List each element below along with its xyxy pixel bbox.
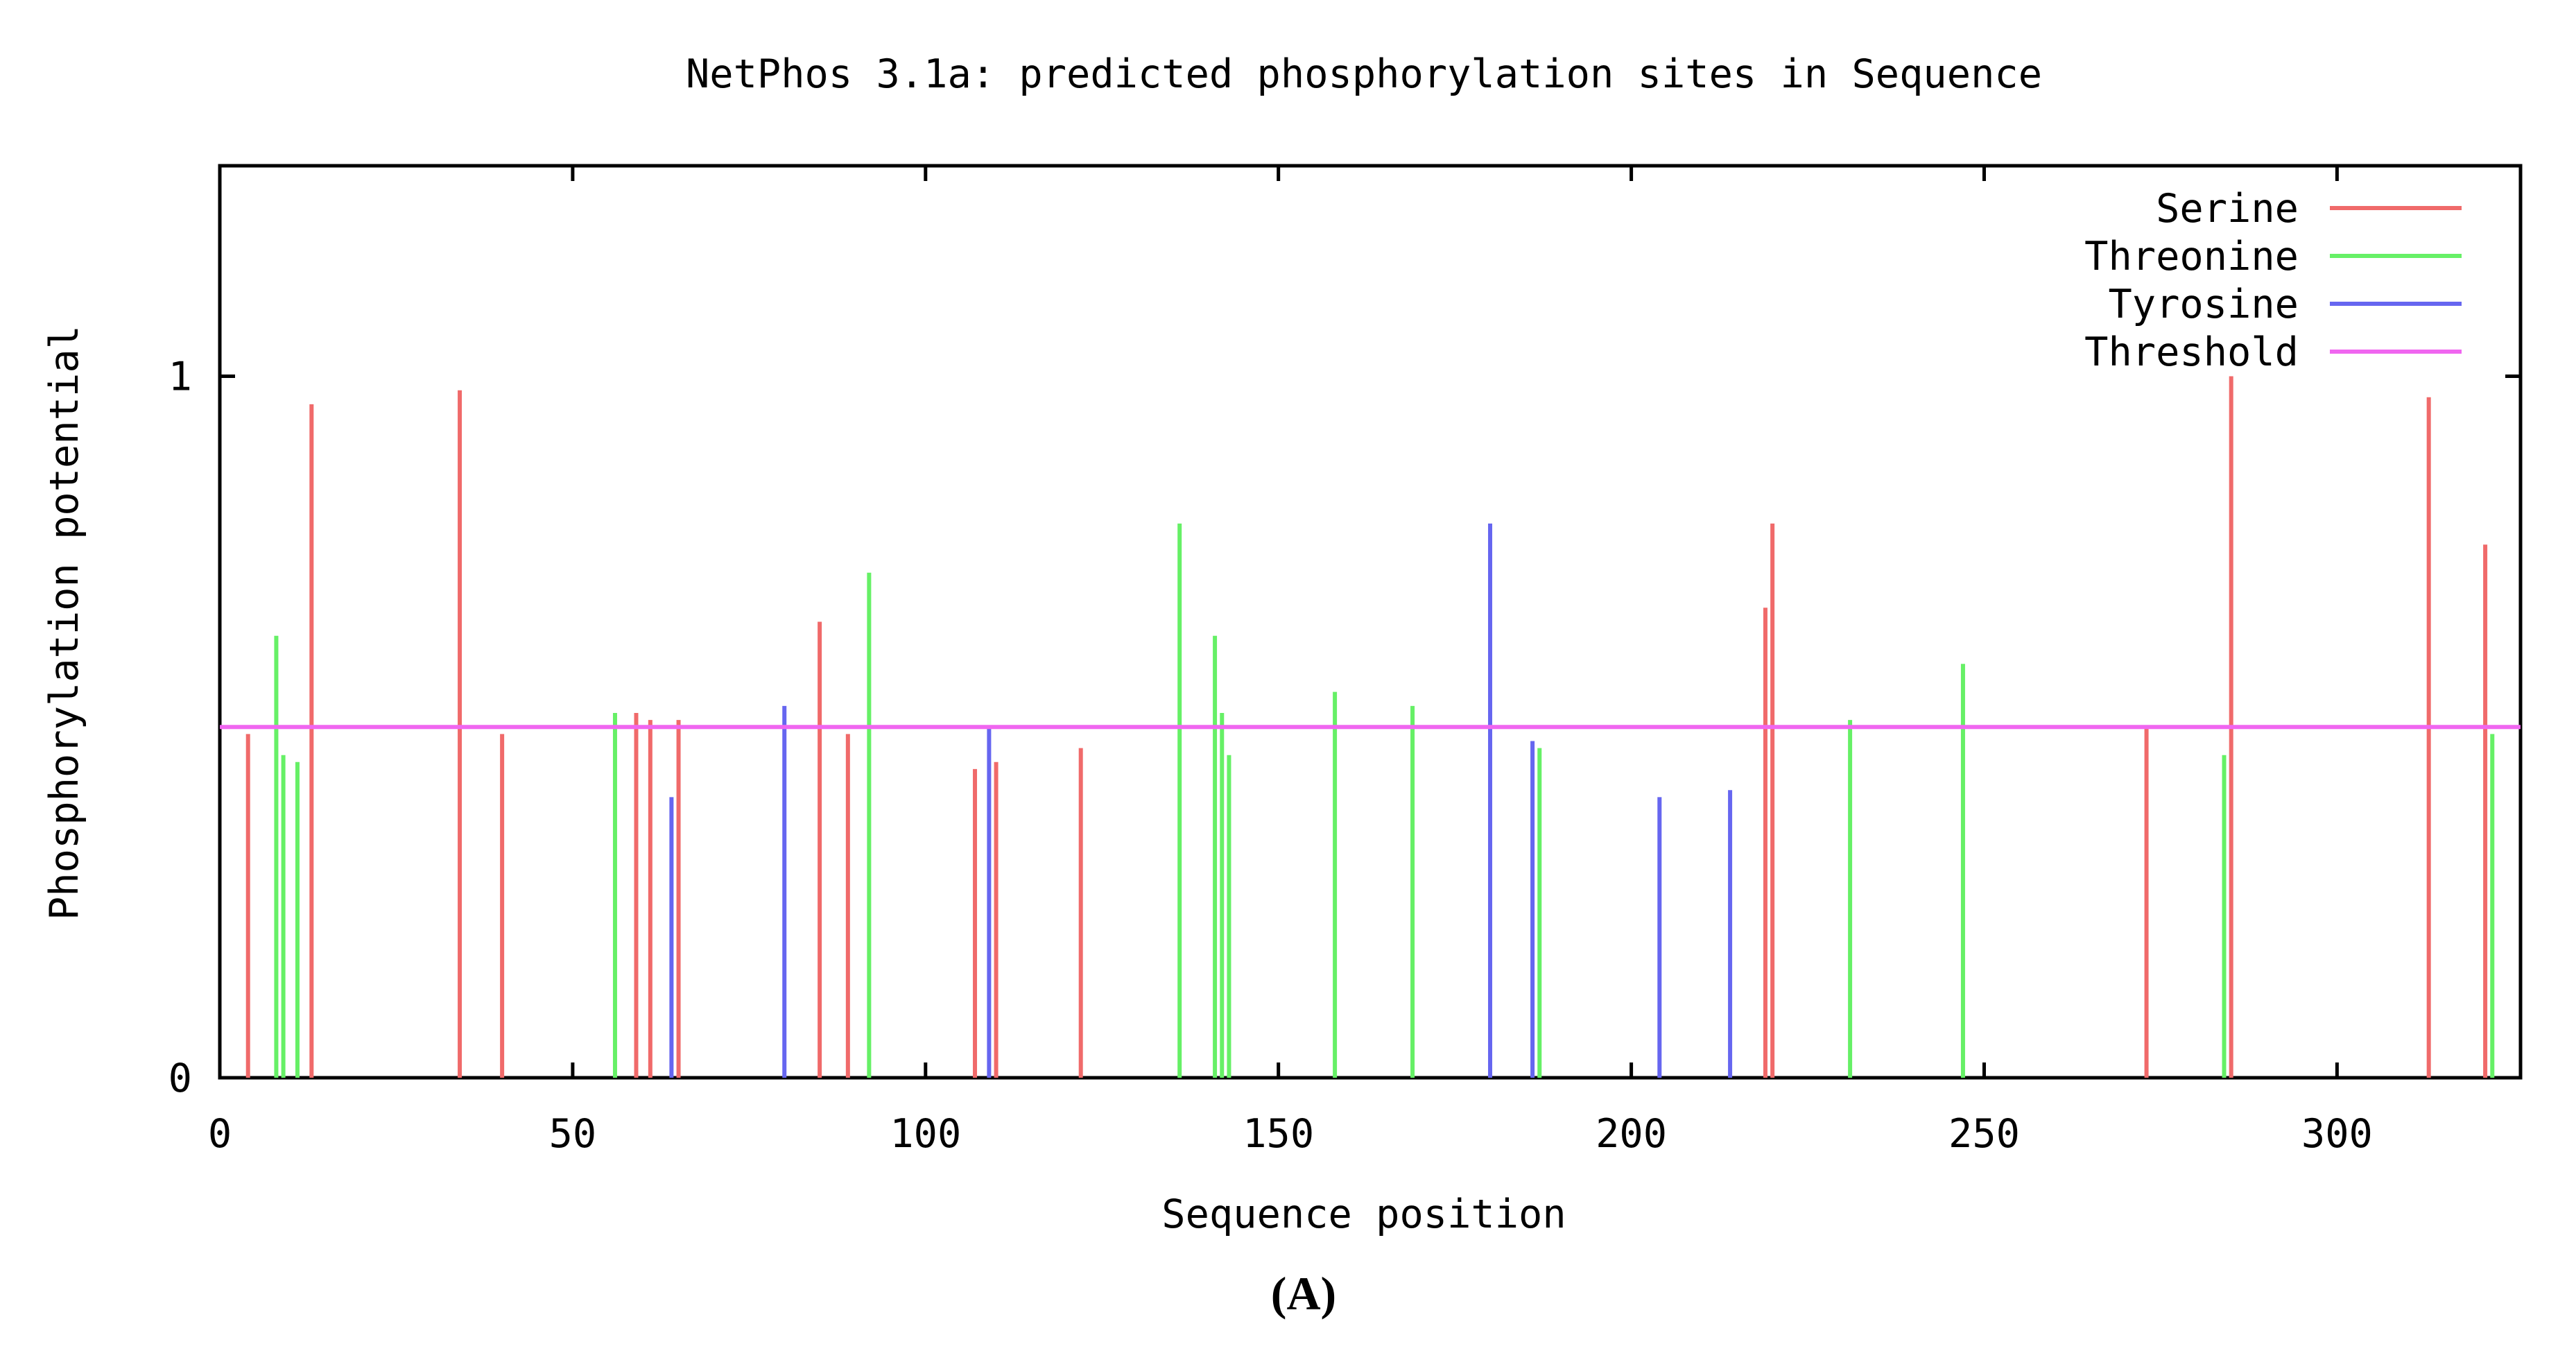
y-tick-label: 0 [168,1056,192,1101]
legend-label: Threonine [2084,234,2299,279]
x-tick-label: 250 [1948,1111,2020,1157]
y-axis-label: Phosphorylation potential [42,325,87,920]
y-tick-label: 1 [168,354,192,399]
panel-label: (A) [1271,1267,1336,1320]
legend-label: Threshold [2084,329,2299,375]
x-axis-label: Sequence position [1161,1191,1566,1237]
y-axis: 01 [168,354,2521,1101]
x-tick-label: 200 [1596,1111,1667,1157]
x-tick-label: 0 [208,1111,232,1157]
x-tick-label: 150 [1243,1111,1314,1157]
plot-frame [218,164,2523,1080]
legend-label: Tyrosine [2108,282,2299,327]
x-tick-label: 50 [549,1111,597,1157]
chart-title: NetPhos 3.1a: predicted phosphorylation … [686,51,2042,97]
x-axis: 0 50 100 150 200 250 300 [208,166,2373,1157]
x-tick-label: 100 [890,1111,961,1157]
x-tick-label: 300 [2301,1111,2373,1157]
legend-label: Serine [2156,186,2299,232]
